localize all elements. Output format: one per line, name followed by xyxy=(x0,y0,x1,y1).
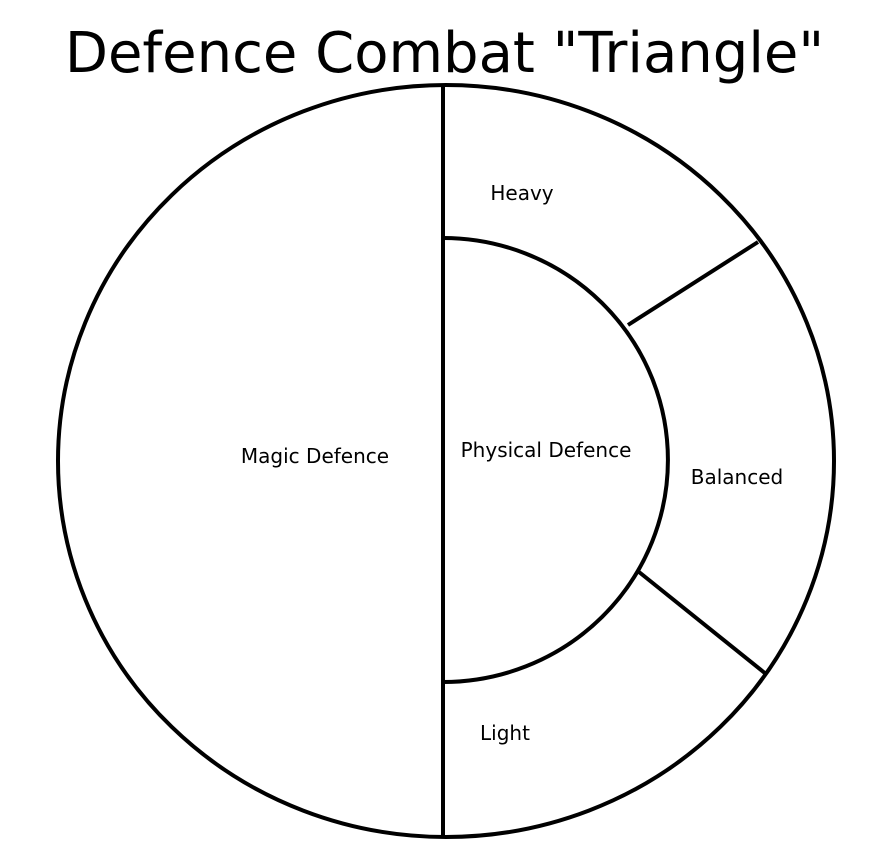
inner-half-circle xyxy=(442,236,670,684)
divider-balanced-light xyxy=(637,570,768,676)
label-magic-defence: Magic Defence xyxy=(241,444,389,468)
divider-heavy-balanced xyxy=(626,240,760,327)
outer-circle xyxy=(56,83,836,839)
diagram-title: Defence Combat "Triangle" xyxy=(64,21,825,86)
label-balanced: Balanced xyxy=(691,465,783,489)
label-physical-defence: Physical Defence xyxy=(461,438,632,462)
label-light: Light xyxy=(480,721,530,745)
label-heavy: Heavy xyxy=(490,181,553,205)
